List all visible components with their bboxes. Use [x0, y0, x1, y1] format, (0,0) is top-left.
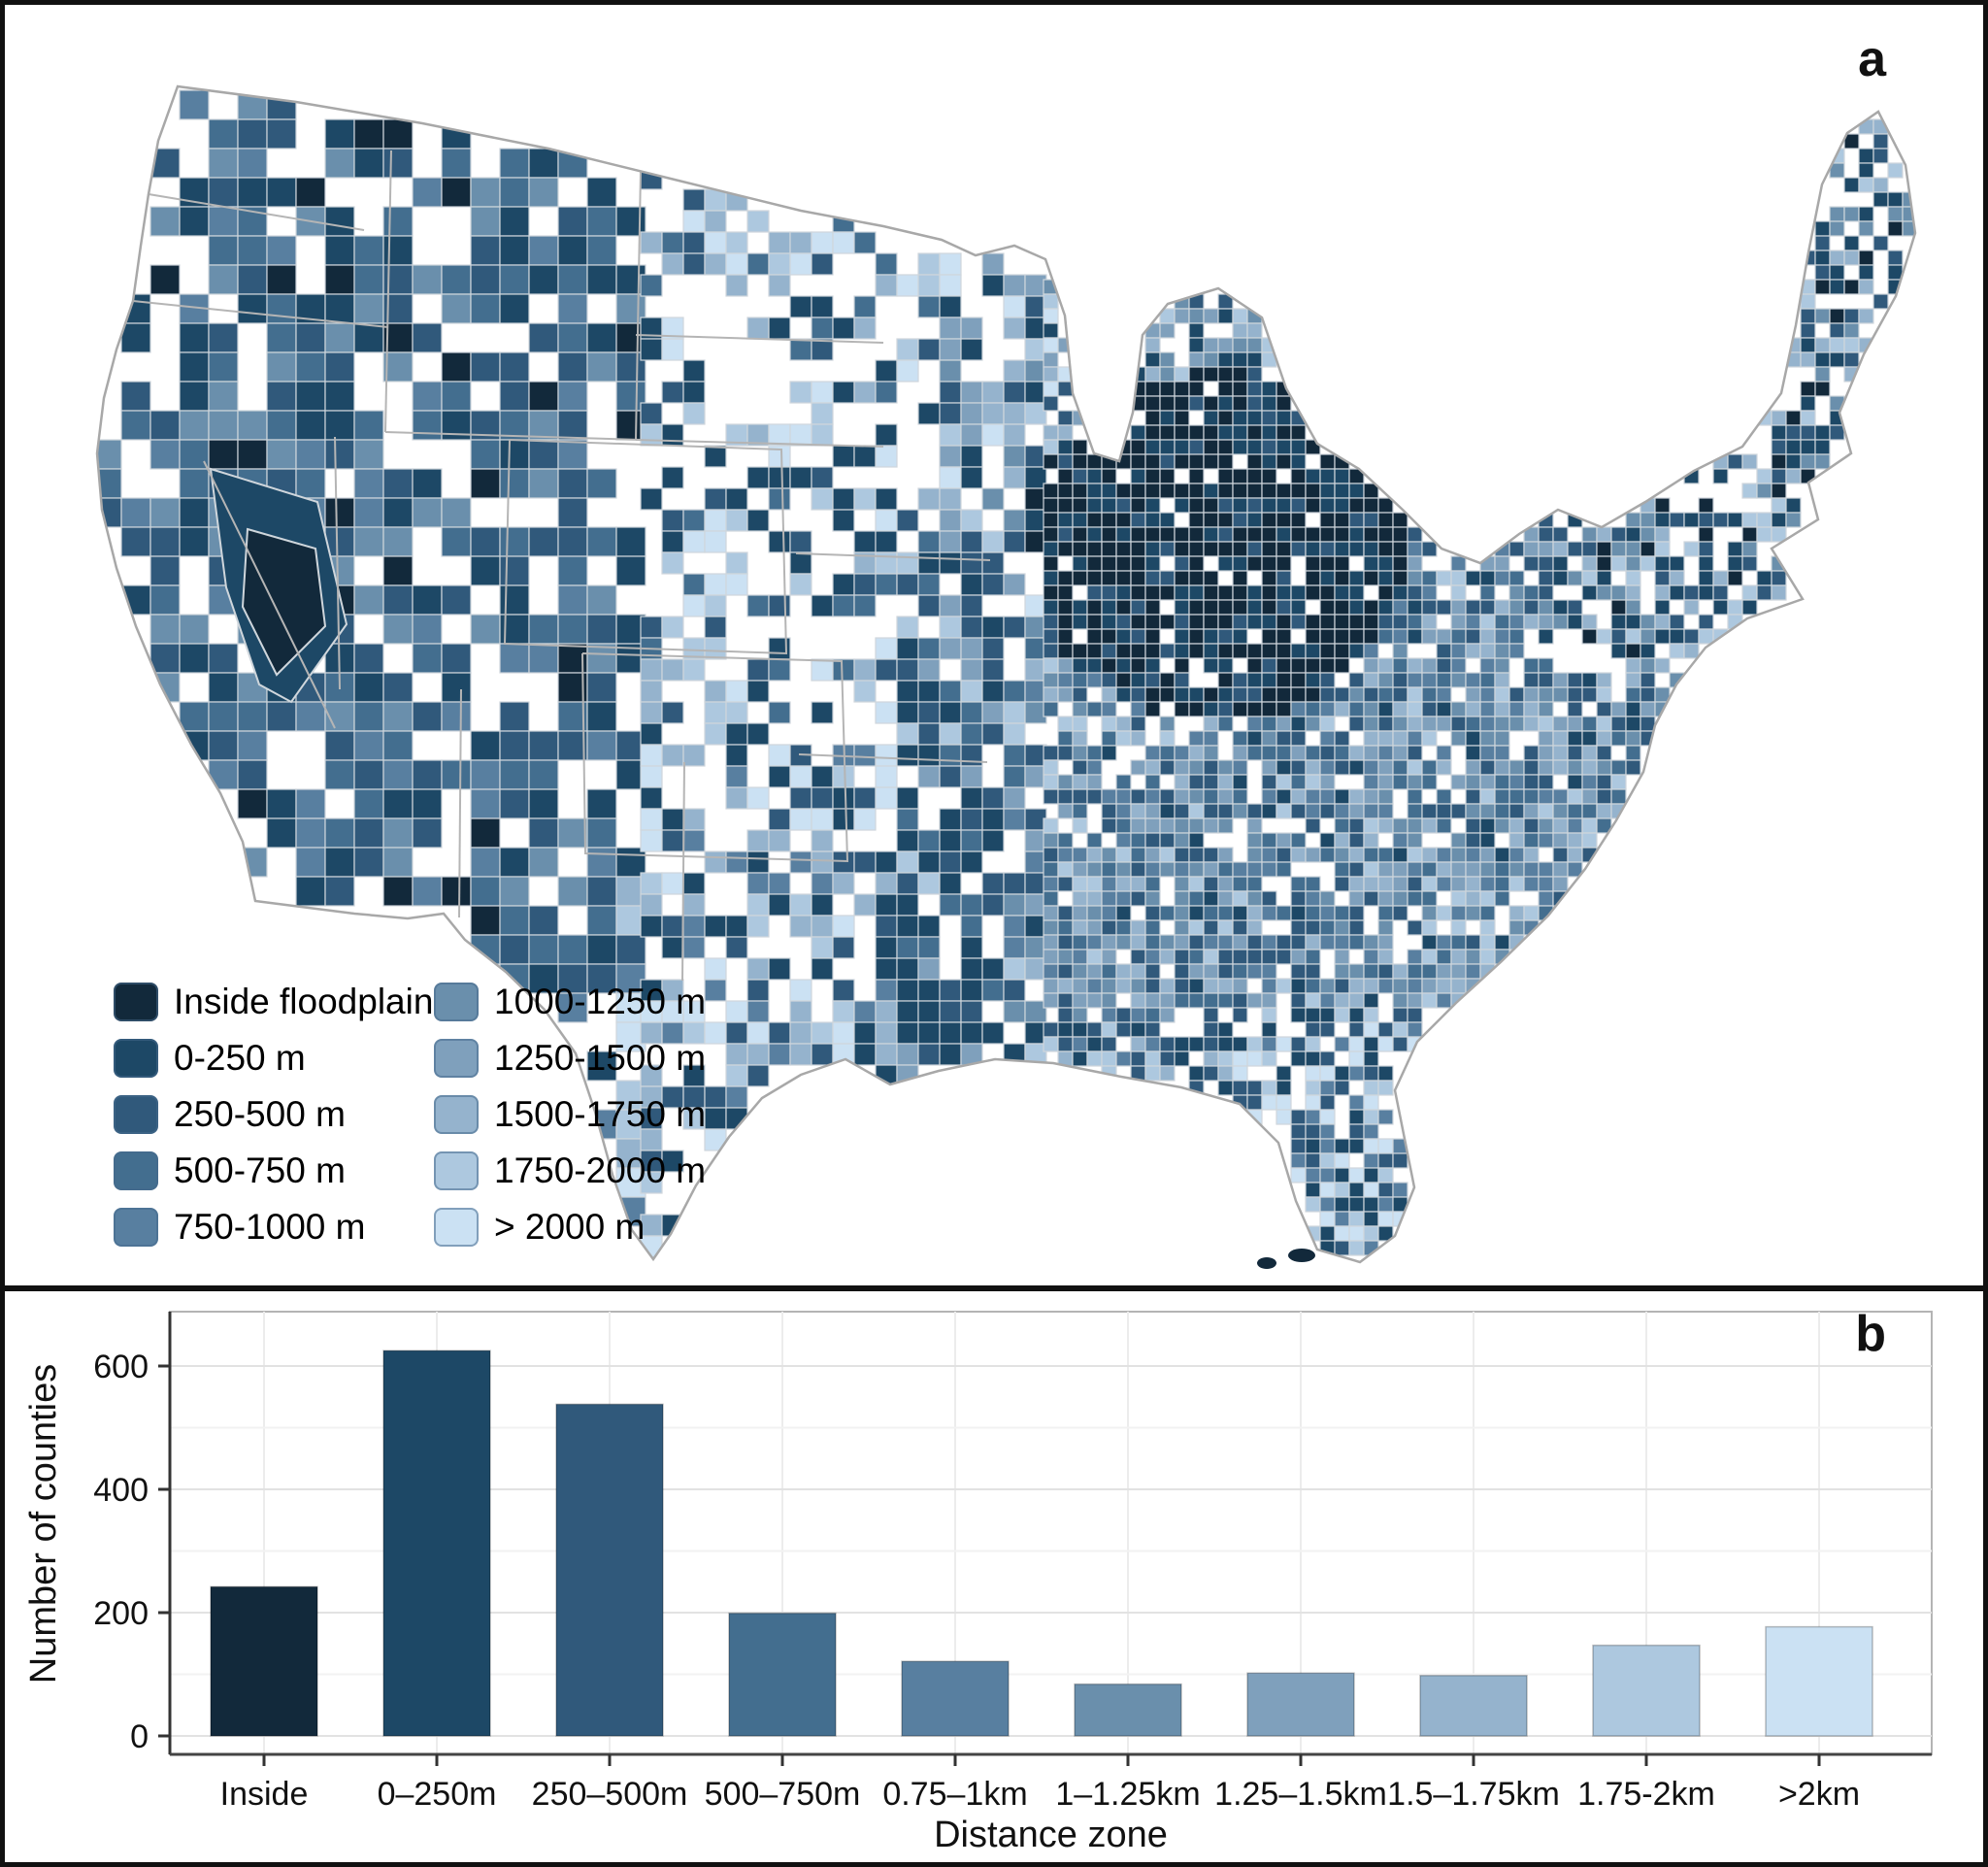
- bar-1.75-2km: [1592, 1644, 1701, 1737]
- bar-0–250m: [382, 1350, 491, 1737]
- y-axis-title: Number of counties: [23, 1364, 64, 1684]
- bar-Inside: [210, 1585, 318, 1737]
- legend-label: 0-250 m: [174, 1038, 306, 1078]
- panel-a-label: a: [1858, 31, 1886, 87]
- florida-keys: [1257, 1257, 1276, 1269]
- x-tick-label: 500–750m: [705, 1776, 861, 1813]
- florida-keys: [1288, 1249, 1315, 1262]
- bar-250–500m: [555, 1403, 664, 1737]
- legend-item: > 2000 m: [434, 1199, 706, 1255]
- legend-label: > 2000 m: [494, 1207, 646, 1247]
- bar-0.75–1km: [901, 1660, 1010, 1737]
- x-tick-label: 0.75–1km: [882, 1776, 1027, 1813]
- legend-swatch: [114, 1039, 158, 1078]
- x-tick-label: 1.5–1.75km: [1387, 1776, 1560, 1813]
- legend-swatch: [434, 1039, 479, 1078]
- legend-swatch: [114, 1095, 158, 1134]
- legend-item: 500-750 m: [114, 1143, 434, 1199]
- x-tick-label: 1.75-2km: [1577, 1776, 1715, 1813]
- legend-swatch: [114, 983, 158, 1021]
- legend-item: 0-250 m: [114, 1030, 434, 1086]
- county-cells: [97, 89, 1915, 1258]
- y-tick-label: 600: [93, 1349, 149, 1385]
- legend-swatch: [434, 1151, 479, 1190]
- legend-swatch: [114, 1151, 158, 1190]
- legend-label: 250-500 m: [174, 1094, 346, 1134]
- legend-label: 1250-1500 m: [494, 1038, 707, 1078]
- y-tick-label: 200: [93, 1595, 149, 1632]
- legend-item: 1000-1250 m: [434, 974, 706, 1030]
- bar-1–1.25km: [1074, 1683, 1182, 1737]
- legend-swatch: [114, 1208, 158, 1247]
- x-tick-label: >2km: [1778, 1776, 1860, 1813]
- x-tick-label: 1–1.25km: [1055, 1776, 1200, 1813]
- bars: [210, 1350, 1873, 1737]
- legend-item: 250-500 m: [114, 1086, 434, 1143]
- bar-chart: 0 200 400 600 Inside 0–250m 250–500m 500–750m 0.…: [23, 1311, 1933, 1855]
- legend-item: 1250-1500 m: [434, 1030, 706, 1086]
- legend-label: Inside floodplain: [174, 982, 434, 1021]
- legend-item: 1750-2000 m: [434, 1143, 706, 1199]
- bar-500–750m: [728, 1612, 837, 1737]
- us-outline: [95, 84, 1917, 1264]
- x-tick-label: Inside: [220, 1776, 309, 1813]
- state-borders: [132, 150, 991, 982]
- legend-label: 1000-1250 m: [494, 982, 707, 1021]
- x-tick-label: 0–250m: [378, 1776, 497, 1813]
- legend-label: 1750-2000 m: [494, 1150, 707, 1190]
- panel-b-label: b: [1855, 1306, 1886, 1362]
- legend-item: Inside floodplain: [114, 974, 434, 1030]
- legend-label: 500-750 m: [174, 1150, 346, 1190]
- legend-swatch: [434, 1208, 479, 1247]
- legend-label: 1500-1750 m: [494, 1094, 707, 1134]
- bar-1.5–1.75km: [1419, 1675, 1528, 1737]
- panel-b-chart: 0 200 400 600 Inside 0–250m 250–500m 500–750m 0.…: [5, 1291, 1983, 1862]
- bar-1.25–1.5km: [1246, 1672, 1355, 1737]
- x-axis-title: Distance zone: [934, 1815, 1168, 1855]
- legend-swatch: [434, 1095, 479, 1134]
- legend-swatch: [434, 983, 479, 1021]
- x-tick-label: 250–500m: [532, 1776, 688, 1813]
- panel-a-map: Inside floodplain 0-250 m 250-500 m 500-750…: [5, 5, 1983, 1291]
- us-county-choropleth-map: [95, 84, 1917, 1269]
- bar->2km: [1765, 1625, 1873, 1737]
- y-tick-label: 400: [93, 1472, 149, 1509]
- axis-ticks-and-labels: 0 200 400 600 Inside 0–250m 250–500m 500–750m 0.…: [93, 1349, 1860, 1813]
- legend-label: 750-1000 m: [174, 1207, 366, 1247]
- legend-item: 750-1000 m: [114, 1199, 434, 1255]
- y-tick-label: 0: [130, 1718, 149, 1755]
- large-county-patch: [241, 527, 327, 677]
- legend-item: 1500-1750 m: [434, 1086, 706, 1143]
- x-tick-label: 1.25–1.5km: [1214, 1776, 1387, 1813]
- map-legend: Inside floodplain 0-250 m 250-500 m 500-750…: [114, 974, 706, 1255]
